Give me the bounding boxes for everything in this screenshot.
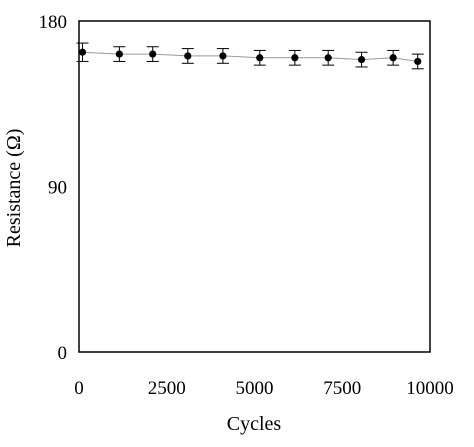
y-tick-label: 90 — [48, 178, 67, 199]
x-tick-label: 0 — [74, 378, 84, 399]
x-axis-title: Cycles — [227, 413, 282, 435]
data-point — [256, 54, 264, 62]
data-point — [184, 52, 192, 60]
plot-frame — [78, 20, 431, 353]
data-point — [149, 50, 157, 58]
y-axis-title: Resistance (Ω) — [3, 129, 25, 248]
data-point — [291, 54, 299, 62]
x-tick-label: 7500 — [323, 378, 361, 399]
y-tick-label: 0 — [58, 343, 68, 364]
trendline — [82, 51, 418, 62]
x-tick-label: 10000 — [406, 378, 454, 399]
x-tick-labels: 0 2500 5000 7500 10000 — [74, 378, 454, 399]
data-point — [414, 57, 422, 66]
y-tick-label: 180 — [39, 12, 68, 33]
data-point — [389, 54, 397, 62]
y-tick-labels: 0 90 180 — [39, 12, 68, 364]
error-bars — [76, 42, 424, 70]
data-point — [115, 50, 123, 58]
data-point — [357, 56, 366, 64]
data-point — [78, 48, 87, 56]
x-tick-label: 2500 — [148, 378, 186, 399]
data-points — [78, 48, 422, 66]
data-point — [219, 52, 227, 60]
x-tick-label: 5000 — [236, 378, 274, 399]
data-point — [324, 54, 332, 62]
